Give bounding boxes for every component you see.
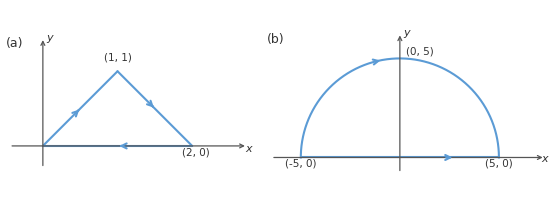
Text: (0, 5): (0, 5) xyxy=(406,46,434,56)
Text: (2, 0): (2, 0) xyxy=(182,147,210,157)
Text: (5, 0): (5, 0) xyxy=(485,158,513,168)
Text: (1, 1): (1, 1) xyxy=(104,52,131,62)
Text: (-5, 0): (-5, 0) xyxy=(285,158,316,168)
Text: y: y xyxy=(403,28,409,38)
Text: (b): (b) xyxy=(267,33,285,46)
Text: x: x xyxy=(245,144,252,154)
Text: (a): (a) xyxy=(6,37,23,50)
Text: y: y xyxy=(47,33,53,43)
Text: x: x xyxy=(541,154,548,164)
